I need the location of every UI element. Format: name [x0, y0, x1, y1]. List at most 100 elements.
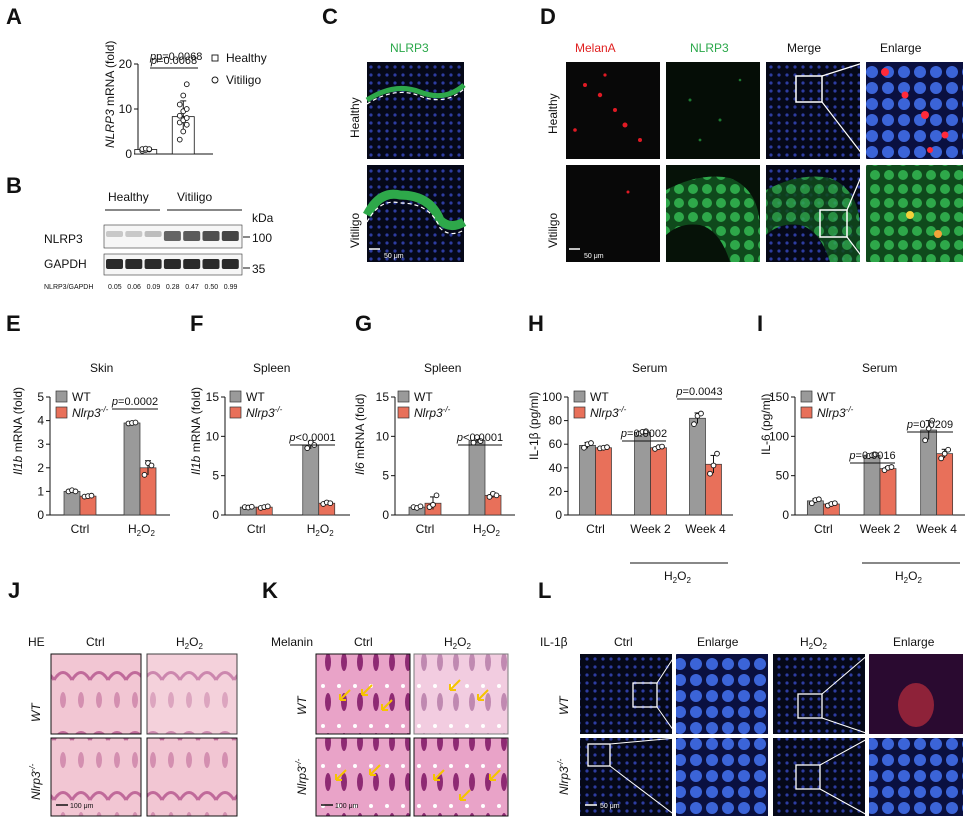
legend-vitiligo: Vitiligo — [226, 73, 261, 87]
panel-i-legend-ko-swatch — [800, 406, 813, 419]
data-point — [588, 440, 594, 446]
panel-e-title: Skin — [90, 361, 113, 375]
panel-d-label: D — [540, 4, 556, 29]
y-tick-label: 0 — [212, 508, 219, 522]
blot-group-healthy: Healthy — [108, 190, 149, 204]
panel-c-vitiligo-image — [367, 165, 464, 262]
blot-gapdh-band — [106, 259, 123, 269]
bar — [920, 429, 938, 516]
panel-l-col-enlarge1: Enlarge — [697, 635, 739, 649]
panel-g-ylabel-rest: mRNA (fold) — [353, 394, 367, 463]
panel-k-row-wt: WT — [295, 695, 309, 715]
x-tick-label: Week 2 — [630, 522, 671, 536]
panel-a-ylabel-rest: mRNA (fold) — [103, 41, 117, 110]
x-tick-label: Ctrl — [586, 522, 605, 536]
blot-ratio-value: 0.09 — [147, 284, 161, 291]
blot-ratio-value: 0.50 — [205, 284, 219, 291]
y-tick-label: 1 — [37, 484, 44, 498]
panel-l-col-ctrl: Ctrl — [614, 635, 633, 649]
panel-b-label: B — [6, 173, 22, 198]
blot-ratio-label: NLRP3/GAPDH — [44, 284, 93, 291]
x-tick-label: H2O2 — [473, 522, 500, 538]
x-tick-label: Week 2 — [860, 522, 901, 536]
panel-k-wt-ctrl-image — [315, 653, 411, 735]
y-tick-label: 100 — [542, 390, 562, 404]
data-point — [808, 500, 815, 507]
panel-k-label: K — [262, 578, 278, 603]
bar — [634, 432, 651, 516]
blot-unit: kDa — [252, 211, 274, 225]
blot-nlrp3-band — [125, 231, 143, 237]
panel-d-healthy-melana — [566, 62, 660, 159]
panel-a-label: A — [6, 4, 22, 29]
data-point — [707, 470, 713, 477]
panel-h-treatment: H2O2 — [664, 569, 691, 585]
blot-row-gapdh: GAPDH — [44, 257, 87, 271]
data-point — [831, 500, 838, 507]
panel-d-scale-text: 50 μm — [584, 253, 604, 260]
data-point — [304, 445, 311, 451]
panel-i-title: Serum — [862, 361, 897, 375]
panel-j-row-wt: WT — [29, 702, 43, 722]
panel-d-healthy-enlarge — [866, 62, 963, 159]
panel-c-vitiligo-epidermis — [363, 189, 467, 230]
panel-c-label: C — [322, 4, 338, 29]
panel-d-healthy-zoom-box — [795, 75, 823, 103]
panel-i-legend-wt-label: WT — [817, 390, 836, 404]
panel-g-title: Spleen — [424, 361, 461, 375]
data-point — [872, 451, 879, 458]
data-point — [477, 438, 484, 444]
panel-d-healthy-merge — [766, 62, 860, 159]
data-point — [941, 450, 948, 457]
panel-d-vitiligo-enlarge-yellow2 — [934, 230, 942, 238]
bar — [689, 417, 706, 516]
panel-l-wt-h2o2-zoom-line1 — [821, 653, 870, 695]
panel-h-sig2-pvalue: p=0.0043 — [675, 386, 722, 398]
panel-f-sig-pvalue: p<0.0001 — [288, 432, 335, 444]
blot-nlrp3-band — [221, 231, 239, 241]
data-point — [945, 446, 952, 453]
y-tick-label: 5 — [382, 469, 389, 483]
panel-g-legend-ko-label: Nlrp3-/- — [414, 405, 451, 420]
y-tick-label: 5 — [37, 390, 44, 404]
panel-j-col-ctrl: Ctrl — [86, 635, 105, 649]
panel-d-vitiligo-zoom-line1 — [846, 164, 867, 211]
panel-h-legend-ko-swatch — [573, 406, 586, 419]
blot-group-vitiligo: Vitiligo — [177, 190, 212, 204]
panel-l-ko-ctrl-enlarge — [676, 738, 768, 816]
y-tick-label: 0 — [37, 508, 44, 522]
data-point — [474, 434, 480, 440]
panel-g-legend-ko-swatch — [397, 406, 410, 419]
data-point — [183, 115, 190, 121]
data-point — [714, 450, 720, 457]
panel-k-col-ctrl: Ctrl — [354, 635, 373, 649]
panel-l-row-wt: WT — [557, 695, 571, 715]
panel-k-scale-text: 100 μm — [335, 803, 359, 810]
data-point — [148, 462, 155, 469]
panel-i-legend-ko-label: Nlrp3-/- — [817, 405, 854, 420]
bar — [595, 447, 612, 516]
panel-c-vitiligo-dashline — [366, 201, 465, 235]
chart-a: 0 10 20 p=0.0068 — [119, 55, 213, 161]
panel-l-ko-h2o2-zoom-line2 — [819, 788, 870, 817]
y-tick-label: 10 — [119, 102, 133, 116]
panel-k-col-h2o2: H2O2 — [444, 635, 471, 651]
x-tick-label: Ctrl — [71, 522, 90, 536]
data-point — [815, 496, 822, 503]
data-point — [922, 437, 929, 444]
panel-l-row-ko: Nlrp3-/- — [556, 758, 571, 795]
bar — [936, 453, 954, 516]
data-point — [643, 428, 649, 435]
data-point — [248, 503, 255, 510]
data-point — [433, 492, 440, 499]
panel-j-label: J — [8, 578, 20, 603]
panel-e-legend-ko-swatch — [55, 406, 68, 419]
data-point — [183, 106, 190, 112]
y-tick-label: 40 — [549, 461, 563, 475]
panel-h-label: H — [528, 311, 544, 336]
panel-c-row-vitiligo: Vitiligo — [348, 213, 362, 248]
panel-d-healthy-melana-dots — [573, 73, 642, 142]
panel-d-row-vitiligo: Vitiligo — [546, 213, 560, 248]
